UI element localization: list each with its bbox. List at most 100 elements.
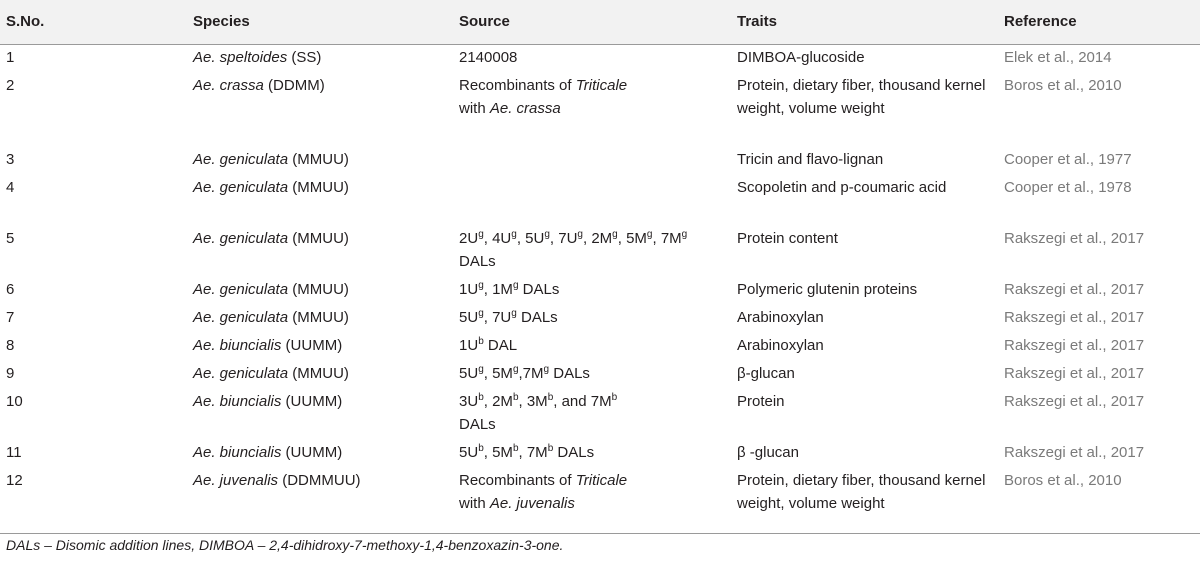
source-sup: g (612, 229, 618, 240)
source-text: 2140008 (459, 49, 518, 66)
species-genome: (UUMM) (281, 337, 343, 354)
data-table: S.No. Species Source Traits Reference 1 … (0, 0, 1200, 542)
source-text: , 5M (483, 365, 513, 382)
source-sup: b (478, 336, 484, 347)
source-text: , and 7M (553, 393, 612, 410)
cell-source: 3Ub, 2Mb, 3Mb, and 7Mb DALs (453, 389, 731, 440)
source-sup: b (611, 392, 618, 403)
source-text: with (459, 99, 490, 117)
species-name: Ae. geniculata (193, 309, 289, 326)
cell-traits: Scopoletin and p-coumaric acid (737, 179, 947, 196)
cell-species: Ae. juvenalis (DDMMUU) (187, 468, 453, 542)
cell-species: Ae. biuncialis (UUMM) (187, 333, 453, 361)
source-text: , 5M (483, 444, 513, 461)
cell-sno: 8 (6, 337, 15, 354)
table-row: 1 Ae. speltoides (SS) 2140008 DIMBOA-glu… (0, 45, 1200, 74)
source-sup: g (646, 229, 653, 240)
cell-sno: 5 (6, 230, 15, 247)
source-italic: Ae. juvenalis (489, 494, 575, 512)
source-sup: g (511, 308, 517, 319)
source-text: , 2M (483, 393, 513, 410)
cell-sno: 12 (6, 472, 23, 489)
species-genome: (UUMM) (281, 393, 343, 410)
source-text: DAL (483, 337, 518, 354)
source-sup: g (478, 364, 484, 375)
cell-reference: Boros et al., 2010 (1004, 77, 1122, 94)
cell-source (453, 147, 731, 175)
header-reference: Reference (998, 0, 1200, 45)
cell-source: 2140008 (453, 45, 731, 74)
source-sup: g (511, 229, 517, 240)
source-sup: g (681, 229, 688, 240)
source-sup: b (478, 392, 484, 403)
cell-species: Ae. biuncialis (UUMM) (187, 440, 453, 468)
source-text: 1U (459, 281, 479, 298)
source-sup: b (478, 443, 484, 454)
cell-species: Ae. geniculata (MMUU) (187, 175, 453, 226)
cell-traits: β -glucan (737, 444, 799, 461)
cell-sno: 1 (6, 49, 15, 66)
source-sup: g (577, 229, 583, 240)
cell-traits: Arabinoxylan (737, 337, 824, 354)
cell-sno: 7 (6, 309, 15, 326)
header-source: Source (453, 0, 731, 45)
source-text: ,7M (518, 365, 544, 382)
cell-source: Recombinants of Triticale with Ae. juvena… (453, 468, 731, 542)
cell-reference: Cooper et al., 1978 (1004, 179, 1132, 196)
cell-species: Ae. speltoides (SS) (187, 45, 453, 74)
source-text: , 7U (549, 230, 578, 247)
source-text: DALs (459, 252, 496, 270)
table-bottom-rule (0, 533, 1200, 534)
species-genome: (MMUU) (288, 230, 349, 247)
cell-species: Ae. geniculata (MMUU) (187, 361, 453, 389)
source-sup: g (478, 308, 484, 319)
species-name: Ae. geniculata (193, 151, 289, 168)
species-name: Ae. biuncialis (193, 337, 282, 354)
source-sup: g (543, 364, 550, 375)
source-sup: b (512, 443, 519, 454)
cell-sno: 11 (6, 444, 22, 461)
cell-species: Ae. geniculata (MMUU) (187, 305, 453, 333)
table-row: 12 Ae. juvenalis (DDMMUU) Recombinants o… (0, 468, 1200, 542)
cell-species: Ae. geniculata (MMUU) (187, 226, 453, 277)
cell-traits: Polymeric glutenin proteins (737, 281, 918, 298)
source-text: , 5M (617, 230, 647, 247)
cell-source: 2Ug, 4Ug, 5Ug, 7Ug, 2Mg, 5Mg, 7Mg DALs (453, 226, 731, 277)
header-species: Species (187, 0, 453, 45)
species-name: Ae. biuncialis (193, 393, 282, 410)
cell-source: Recombinants of Triticale with Ae. crassa (453, 73, 731, 147)
cell-traits: Protein (737, 393, 785, 410)
source-italic: Ae. crassa (489, 99, 561, 117)
cell-reference: Cooper et al., 1977 (1004, 151, 1132, 168)
species-genome: (UUMM) (281, 444, 343, 461)
source-text: DALs (553, 444, 595, 461)
table-row: 10 Ae. biuncialis (UUMM) 3Ub, 2Mb, 3Mb, … (0, 389, 1200, 440)
cell-sno: 9 (6, 365, 15, 382)
table-row: 7 Ae. geniculata (MMUU) 5Ug, 7Ug DALs Ar… (0, 305, 1200, 333)
cell-reference: Elek et al., 2014 (1004, 49, 1112, 66)
source-sup: g (512, 280, 519, 291)
cell-traits: Arabinoxylan (737, 309, 824, 326)
table-row: 11 Ae. biuncialis (UUMM) 5Ub, 5Mb, 7Mb D… (0, 440, 1200, 468)
cell-traits: DIMBOA-glucoside (737, 49, 865, 66)
source-sup: g (512, 364, 519, 375)
source-text: , 5U (516, 230, 545, 247)
cell-sno: 3 (6, 151, 15, 168)
source-sup: b (547, 392, 554, 403)
cell-reference: Rakszegi et al., 2017 (1004, 444, 1145, 461)
cell-reference: Rakszegi et al., 2017 (1004, 281, 1145, 298)
source-text: , 7M (518, 444, 548, 461)
cell-reference: Rakszegi et al., 2017 (1004, 230, 1145, 247)
table-row: 3 Ae. geniculata (MMUU) Tricin and flavo… (0, 147, 1200, 175)
source-sup: g (478, 229, 484, 240)
cell-source: 5Ub, 5Mb, 7Mb DALs (453, 440, 731, 468)
source-text: , 7M (652, 230, 682, 247)
species-name: Ae. geniculata (193, 365, 289, 382)
species-name: Ae. biuncialis (193, 444, 282, 461)
cell-reference: Rakszegi et al., 2017 (1004, 393, 1145, 410)
table-row: 2 Ae. crassa (DDMM) Recombinants of Trit… (0, 73, 1200, 147)
cell-species: Ae. biuncialis (UUMM) (187, 389, 453, 440)
cell-source: 1Ub DAL (453, 333, 731, 361)
header-traits: Traits (731, 0, 998, 45)
source-text: , 4U (483, 230, 512, 247)
